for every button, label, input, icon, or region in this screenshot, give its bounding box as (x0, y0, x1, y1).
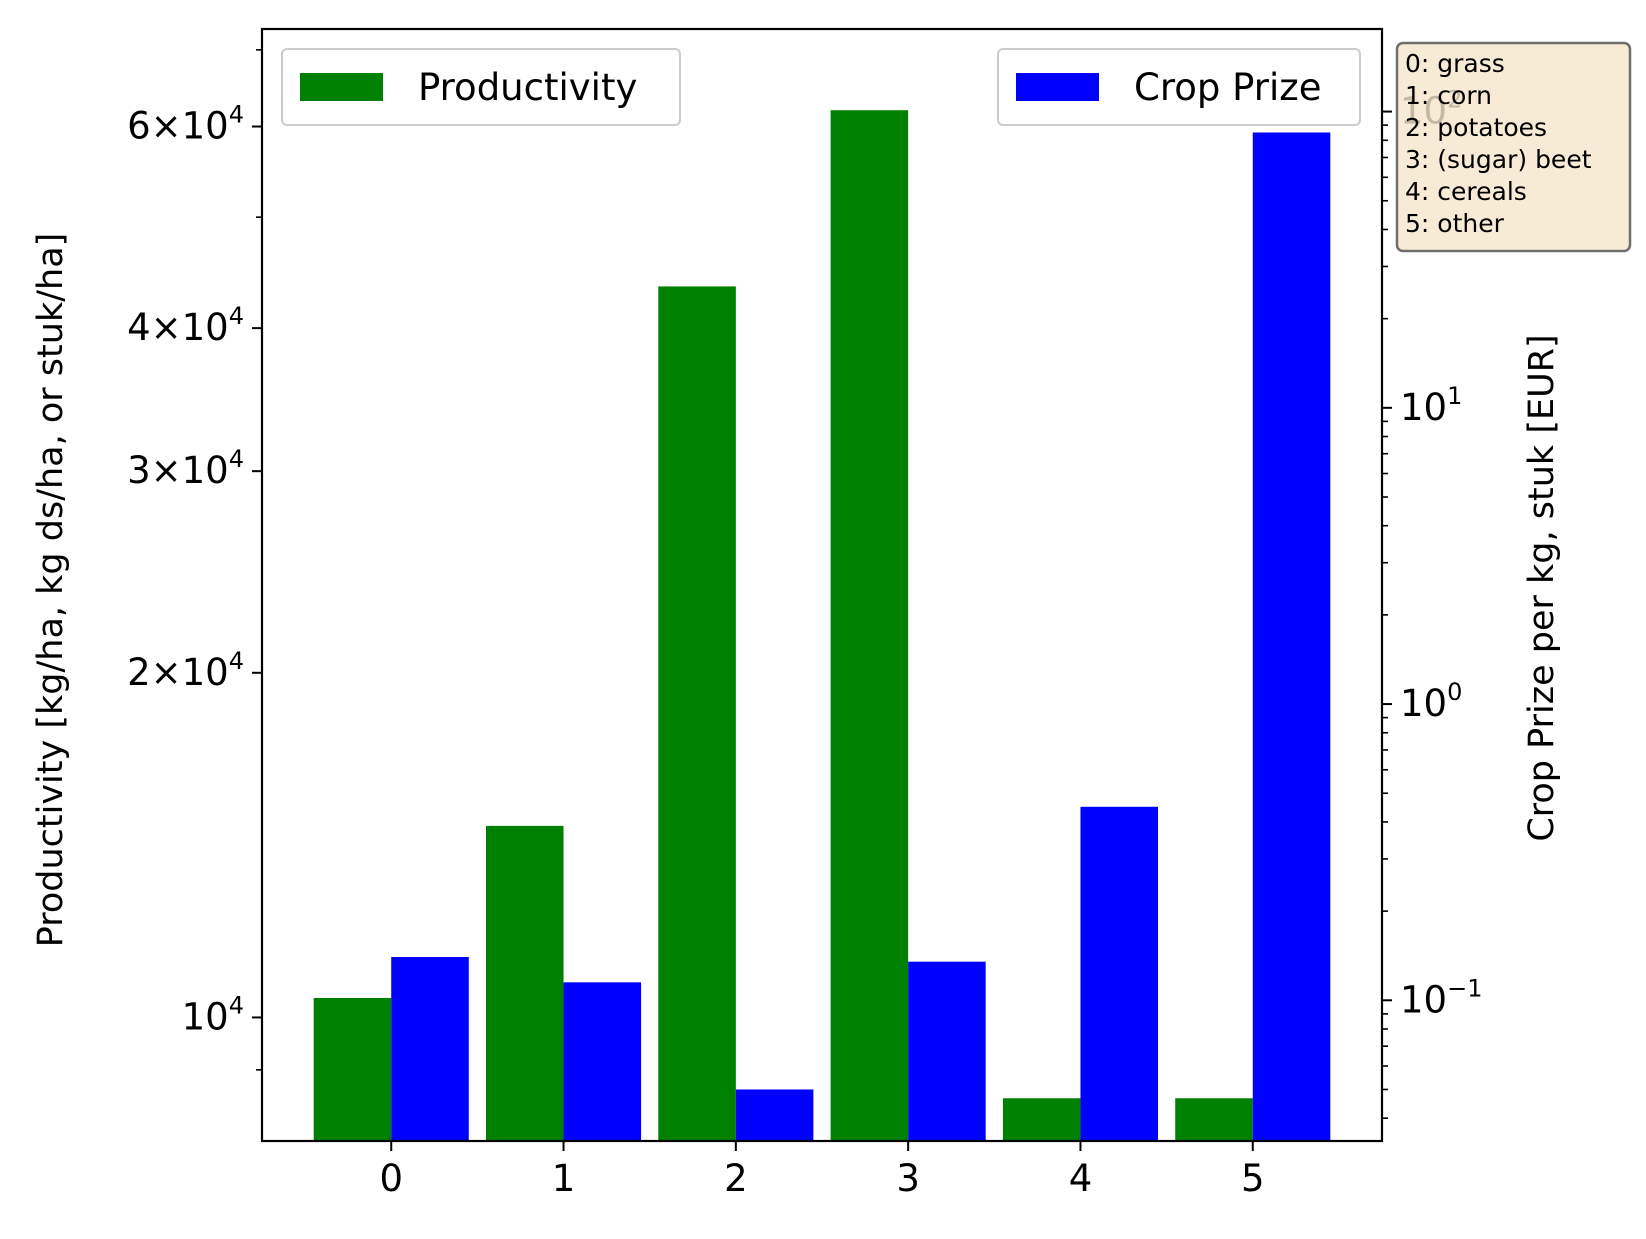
y-left-tick-label: 3×104 (127, 445, 244, 492)
bars-layer (313, 110, 1331, 1142)
x-tick-label-3: 3 (896, 1157, 920, 1200)
category-note-line-0: 0: grass (1405, 49, 1505, 78)
bar-crop-prize-4 (1080, 806, 1158, 1141)
legend-crop-prize: Crop Prize (997, 48, 1361, 126)
y-right-tick-label: 101 (1400, 382, 1462, 429)
x-tick-label-2: 2 (724, 1157, 748, 1200)
y-right-axis-label: Crop Prize per kg, stuk [EUR] (1522, 334, 1562, 841)
legend-productivity-swatch (300, 73, 383, 101)
plot-frame (260, 27, 1384, 1143)
category-note-line-1: 1: corn (1405, 81, 1492, 110)
y-left-axis-label: Productivity [kg/ha, kg ds/ha, or stuk/h… (31, 233, 71, 948)
category-note-line-3: 3: (sugar) beet (1405, 145, 1592, 174)
y-left-tick-label: 104 (182, 991, 244, 1038)
category-note-line-2: 2: potatoes (1405, 113, 1547, 142)
x-axis: 0 1 2 3 4 5 (379, 1141, 1265, 1200)
bar-productivity-4 (1002, 1098, 1081, 1141)
category-note: 0: grass 1: corn 2: potatoes 3: (sugar) … (1395, 41, 1632, 253)
x-tick-label-5: 5 (1241, 1157, 1265, 1200)
y-right-tick-label: 10−1 (1400, 974, 1482, 1021)
y-left-tick-label: 2×104 (127, 647, 244, 694)
y-right-tick-label: 100 (1400, 678, 1462, 725)
x-tick-label-4: 4 (1069, 1157, 1093, 1200)
legend-crop-prize-box (997, 48, 1361, 126)
legend-productivity-box (281, 48, 681, 126)
x-tick-label-1: 1 (552, 1157, 576, 1200)
bar-crop-prize-1 (563, 982, 642, 1141)
y-left-axis: 104 2×104 3×104 4×104 6×104 (127, 49, 262, 1071)
category-note-line-4: 4: cereals (1405, 177, 1527, 206)
legend-crop-prize-swatch (1016, 73, 1099, 101)
bar-crop-prize-2 (735, 1089, 814, 1141)
category-note-line-5: 5: other (1405, 209, 1505, 238)
category-note-box (1395, 41, 1632, 253)
bar-productivity-3 (830, 110, 909, 1142)
bar-productivity-1 (486, 825, 564, 1141)
bar-productivity-0 (313, 997, 392, 1141)
bar-productivity-5 (1175, 1098, 1253, 1141)
bar-crop-prize-3 (908, 961, 986, 1141)
legend-crop-prize-label: Crop Prize (1134, 66, 1321, 109)
legend-productivity: Productivity (281, 48, 681, 126)
y-left-tick-label: 4×104 (127, 302, 244, 349)
bar-productivity-2 (658, 286, 736, 1142)
legend-productivity-label: Productivity (418, 66, 637, 109)
x-tick-label-0: 0 (379, 1157, 403, 1200)
bar-crop-prize-0 (391, 957, 469, 1141)
bar-crop-prize-5 (1252, 132, 1331, 1141)
y-left-tick-label: 6×104 (127, 101, 244, 148)
